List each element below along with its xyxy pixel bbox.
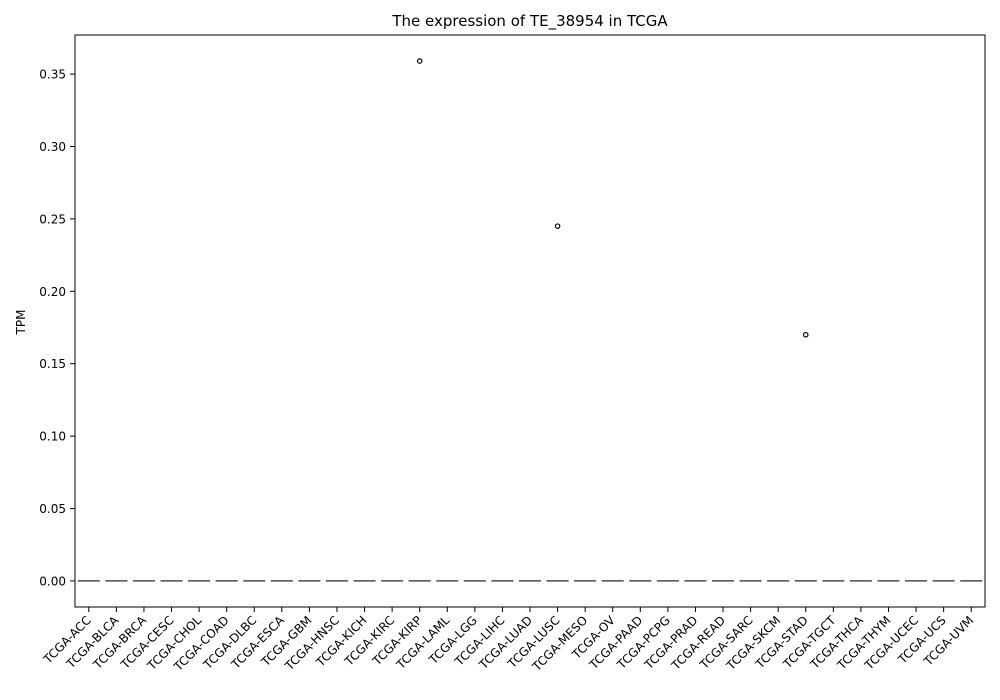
y-axis-label: TPM (14, 310, 28, 336)
y-tick-label: 0.25 (39, 212, 66, 226)
y-tick-label: 0.10 (39, 430, 66, 444)
axes-frame (74, 34, 986, 608)
y-tick-label: 0.00 (39, 574, 66, 588)
outlier-point (554, 223, 561, 229)
y-tick-label: 0.30 (39, 140, 66, 154)
y-tick-label: 0.35 (39, 68, 66, 82)
y-tick-label: 0.20 (39, 285, 66, 299)
y-tick-label: 0.05 (39, 502, 66, 516)
outlier-point (802, 331, 809, 338)
y-tick-label: 0.15 (39, 357, 66, 371)
plot-area: 0.000.050.100.150.200.250.300.35TCGA-ACC… (39, 34, 986, 674)
chart-title: The expression of TE_38954 in TCGA (391, 12, 668, 31)
outlier-point (416, 58, 423, 64)
